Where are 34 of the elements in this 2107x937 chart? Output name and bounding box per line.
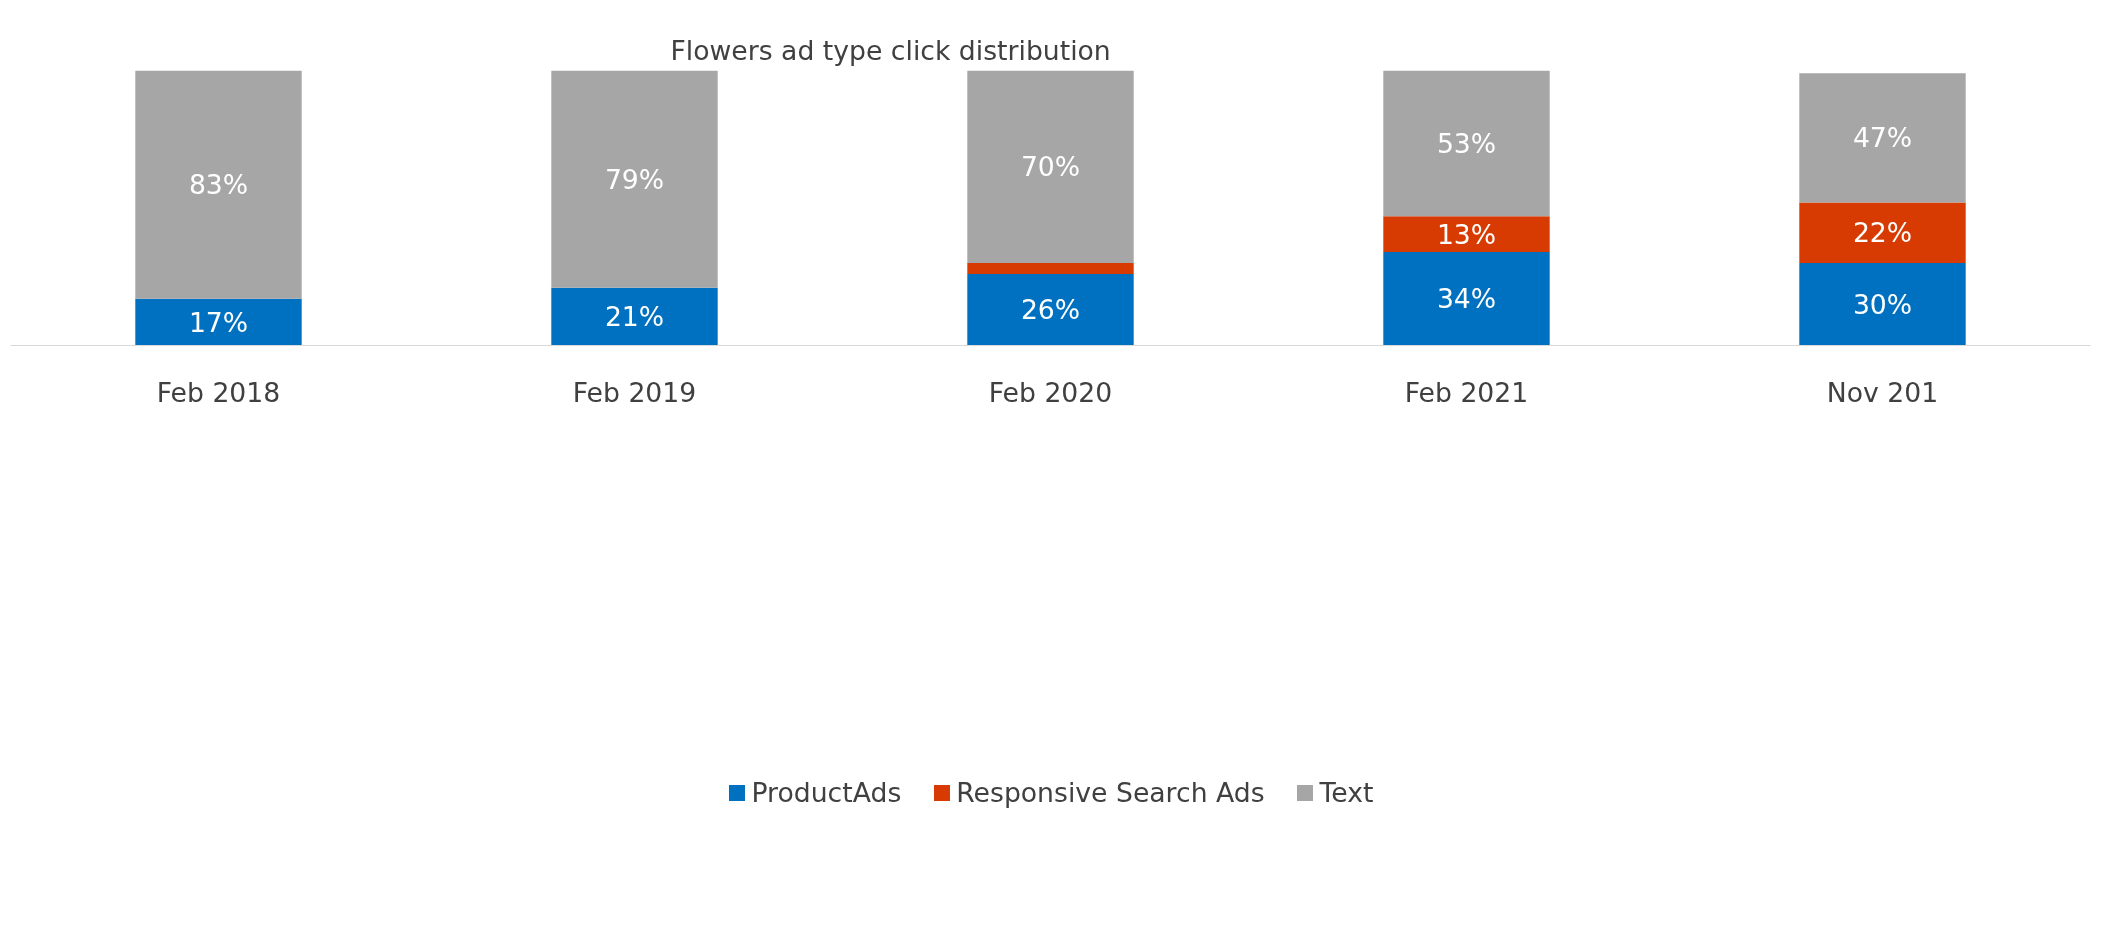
bar [1383, 252, 1550, 346]
data-label: 47% [1852, 122, 1913, 154]
bar [967, 274, 1134, 346]
bar [1799, 73, 1966, 203]
bar [967, 263, 1134, 274]
data-label: 83% [188, 169, 249, 201]
bar [1383, 70, 1550, 217]
x-tick-label: Feb 2018 [156, 376, 281, 408]
data-label: 26% [1020, 294, 1081, 326]
x-tick-label: Feb 2019 [572, 376, 697, 408]
data-label: 70% [1020, 151, 1081, 183]
legend-label: Responsive Search Ads [956, 776, 1265, 808]
data-label: 30% [1852, 288, 1913, 320]
legend-label: ProductAds [751, 776, 902, 808]
data-label: 21% [604, 301, 665, 333]
data-label: 22% [1852, 217, 1913, 249]
bar [135, 70, 302, 299]
legend-label: Text [1319, 776, 1374, 808]
x-tick-label: Feb 2021 [1404, 376, 1529, 408]
bar [1799, 202, 1966, 263]
bar [967, 70, 1134, 263]
bar [135, 298, 302, 346]
data-label: 53% [1436, 127, 1497, 159]
data-label: 13% [1436, 218, 1497, 250]
data-label: 79% [604, 163, 665, 195]
data-label: 17% [188, 306, 249, 338]
x-tick-label: Feb 2020 [988, 376, 1113, 408]
bar [551, 70, 718, 288]
data-label: 34% [1436, 283, 1497, 315]
bar [1799, 263, 1966, 346]
bar [1383, 216, 1550, 252]
x-tick-label: Nov 201 [1826, 376, 1939, 408]
chart-title: Flowers ad type click distribution [670, 34, 1111, 66]
bar [551, 287, 718, 346]
